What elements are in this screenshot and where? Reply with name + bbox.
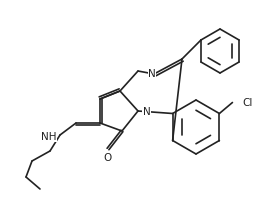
- Text: NH: NH: [40, 131, 56, 141]
- Text: N: N: [143, 106, 151, 116]
- Text: Cl: Cl: [242, 98, 253, 108]
- Text: N: N: [148, 69, 156, 79]
- Text: O: O: [103, 152, 111, 162]
